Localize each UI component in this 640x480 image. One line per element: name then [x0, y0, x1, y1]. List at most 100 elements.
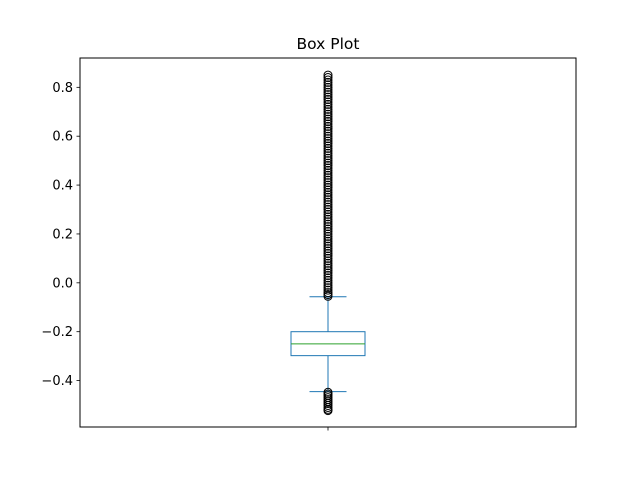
outlier-point — [323, 148, 333, 158]
outlier-point — [323, 129, 333, 139]
y-tick-label: −0.2 — [41, 325, 73, 340]
outlier-point — [323, 187, 333, 197]
outlier-point — [323, 151, 333, 161]
outlier-point — [323, 112, 333, 122]
outlier-point — [323, 165, 333, 175]
outlier-point — [323, 244, 333, 254]
outlier-point — [323, 241, 333, 251]
outlier-point — [323, 258, 333, 268]
outlier-point — [323, 175, 333, 185]
outlier-point — [323, 107, 333, 117]
outlier-point — [323, 92, 333, 102]
outlier-point — [323, 73, 333, 83]
outlier-point — [323, 77, 333, 87]
outlier-point — [323, 275, 333, 285]
outlier-point — [323, 146, 333, 156]
y-tick-label: 0.0 — [52, 276, 73, 291]
outlier-point — [323, 80, 333, 90]
outlier-point — [323, 87, 333, 97]
outlier-point — [323, 278, 333, 288]
outlier-point — [323, 82, 333, 92]
outlier-point — [323, 224, 333, 234]
outlier-point — [323, 268, 333, 278]
outlier-point — [323, 288, 333, 298]
y-tick-label: 0.2 — [52, 227, 73, 242]
outlier-point — [323, 163, 333, 173]
outlier-point — [323, 141, 333, 151]
outlier-point — [323, 266, 333, 276]
y-tick-label: −0.4 — [41, 374, 73, 389]
outlier-point — [323, 214, 333, 224]
outlier-point — [323, 124, 333, 134]
outlier-point — [323, 256, 333, 266]
outlier-point — [323, 190, 333, 200]
outlier-point — [323, 139, 333, 149]
outlier-point — [323, 406, 333, 416]
outlier-point — [323, 70, 333, 80]
outlier-point — [323, 121, 333, 131]
outlier-point — [323, 102, 333, 112]
outlier-point — [323, 202, 333, 212]
outlier-point — [323, 136, 333, 146]
outlier-point — [323, 95, 333, 105]
y-tick-label: 0.6 — [52, 130, 73, 145]
outlier-point — [323, 285, 333, 295]
outlier-point — [323, 143, 333, 153]
chart-title: Box Plot — [297, 35, 360, 53]
outlier-point — [323, 158, 333, 168]
outlier-point — [323, 253, 333, 263]
outlier-point — [323, 156, 333, 166]
outlier-point — [323, 195, 333, 205]
outlier-point — [323, 280, 333, 290]
outlier-point — [323, 207, 333, 217]
outlier-point — [323, 248, 333, 258]
outlier-point — [323, 273, 333, 283]
outlier-point — [323, 178, 333, 188]
outlier-point — [323, 161, 333, 171]
y-tick-label: 0.8 — [52, 81, 73, 96]
outlier-point — [323, 231, 333, 241]
outlier-point — [323, 183, 333, 193]
outlier-point — [323, 185, 333, 195]
outlier-point — [323, 234, 333, 244]
outlier-point — [323, 85, 333, 95]
outlier-point — [323, 219, 333, 229]
outlier-point — [323, 263, 333, 273]
outlier-point — [323, 212, 333, 222]
outlier-point — [323, 104, 333, 114]
outlier-point — [323, 117, 333, 127]
outlier-point — [323, 119, 333, 129]
outlier-point — [323, 217, 333, 227]
outlier-point — [323, 99, 333, 109]
outlier-point — [323, 109, 333, 119]
outlier-point — [323, 97, 333, 107]
outlier-point — [323, 170, 333, 180]
plot-area — [290, 70, 366, 416]
outlier-point — [323, 251, 333, 261]
outlier-point — [323, 236, 333, 246]
outlier-point — [323, 131, 333, 141]
outlier-point — [323, 200, 333, 210]
outlier-point — [323, 197, 333, 207]
outlier-point — [323, 153, 333, 163]
outlier-point — [323, 229, 333, 239]
outlier-point — [323, 227, 333, 237]
outlier-point — [323, 126, 333, 136]
outlier-point — [323, 134, 333, 144]
outlier-point — [323, 209, 333, 219]
outlier-point — [323, 75, 333, 85]
outlier-point — [323, 173, 333, 183]
outlier-point — [323, 261, 333, 271]
outlier-point — [323, 246, 333, 256]
outlier-point — [323, 114, 333, 124]
outlier-point — [323, 168, 333, 178]
outlier-point — [323, 222, 333, 232]
y-tick-label: 0.4 — [52, 179, 73, 194]
outlier-point — [323, 205, 333, 215]
outlier-point — [323, 90, 333, 100]
outlier-point — [323, 283, 333, 293]
outlier-point — [323, 192, 333, 202]
outlier-point — [323, 239, 333, 249]
outlier-point — [323, 270, 333, 280]
